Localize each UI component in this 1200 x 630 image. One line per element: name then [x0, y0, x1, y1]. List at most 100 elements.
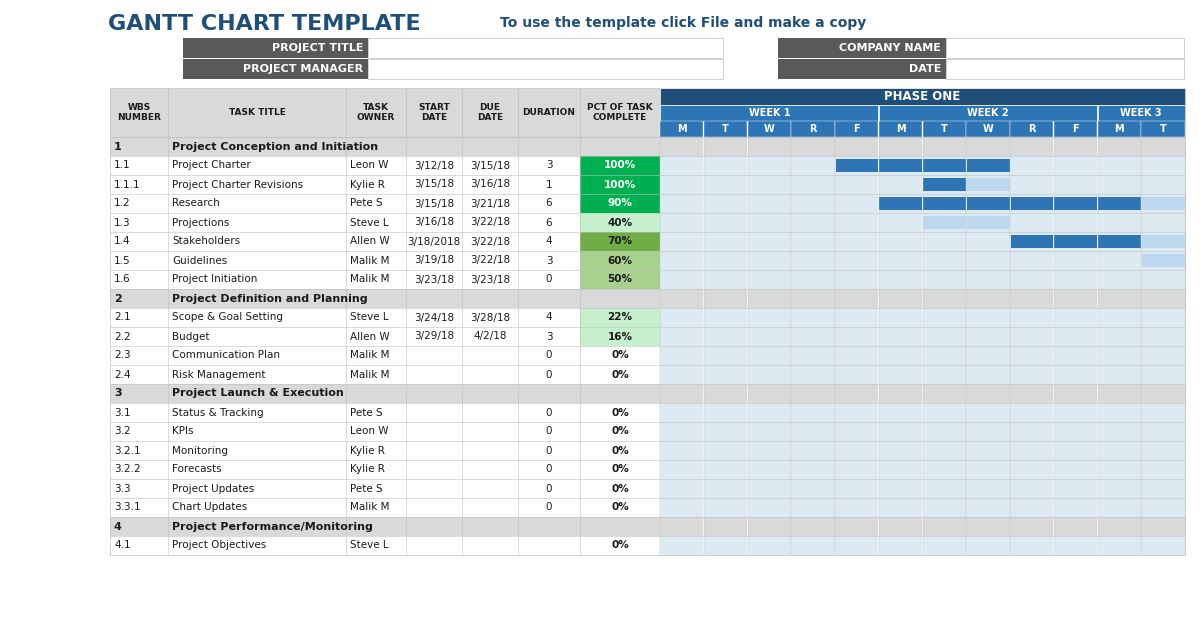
FancyBboxPatch shape — [966, 156, 1009, 175]
Text: 1.3: 1.3 — [114, 217, 131, 227]
Text: Project Charter Revisions: Project Charter Revisions — [172, 180, 304, 190]
Text: WEEK 2: WEEK 2 — [967, 108, 1009, 118]
FancyBboxPatch shape — [703, 308, 748, 327]
FancyBboxPatch shape — [1010, 517, 1054, 536]
FancyBboxPatch shape — [1010, 213, 1054, 232]
Text: WEEK 3: WEEK 3 — [1121, 108, 1162, 118]
Text: 0%: 0% — [611, 445, 629, 455]
Text: 60%: 60% — [607, 256, 632, 265]
FancyBboxPatch shape — [748, 289, 791, 308]
FancyBboxPatch shape — [878, 121, 923, 137]
FancyBboxPatch shape — [1141, 536, 1184, 555]
FancyBboxPatch shape — [835, 384, 878, 403]
FancyBboxPatch shape — [878, 479, 923, 498]
Text: Steve L: Steve L — [350, 217, 389, 227]
FancyBboxPatch shape — [1010, 479, 1054, 498]
FancyBboxPatch shape — [878, 175, 923, 194]
FancyBboxPatch shape — [966, 403, 1009, 422]
FancyBboxPatch shape — [703, 270, 748, 289]
Text: 90%: 90% — [607, 198, 632, 209]
FancyBboxPatch shape — [791, 498, 835, 517]
Text: 0%: 0% — [611, 464, 629, 474]
FancyBboxPatch shape — [1141, 346, 1184, 365]
Text: 3/23/18: 3/23/18 — [470, 275, 510, 285]
Text: 2: 2 — [114, 294, 121, 304]
FancyBboxPatch shape — [835, 479, 878, 498]
Text: KPIs: KPIs — [172, 427, 193, 437]
FancyBboxPatch shape — [1010, 308, 1054, 327]
FancyBboxPatch shape — [1054, 270, 1097, 289]
FancyBboxPatch shape — [703, 517, 748, 536]
FancyBboxPatch shape — [703, 251, 748, 270]
FancyBboxPatch shape — [110, 194, 660, 213]
FancyBboxPatch shape — [1141, 121, 1184, 137]
FancyBboxPatch shape — [835, 159, 878, 172]
FancyBboxPatch shape — [1141, 289, 1184, 308]
FancyBboxPatch shape — [703, 422, 748, 441]
Text: 0%: 0% — [611, 427, 629, 437]
Text: 1.1.1: 1.1.1 — [114, 180, 140, 190]
Text: WEEK 1: WEEK 1 — [749, 108, 790, 118]
FancyBboxPatch shape — [791, 194, 835, 213]
FancyBboxPatch shape — [1010, 194, 1054, 213]
Text: 1.2: 1.2 — [114, 198, 131, 209]
FancyBboxPatch shape — [878, 346, 923, 365]
Text: T: T — [722, 124, 730, 134]
Text: 3.2: 3.2 — [114, 427, 131, 437]
FancyBboxPatch shape — [923, 156, 966, 175]
Text: 100%: 100% — [604, 161, 636, 171]
FancyBboxPatch shape — [703, 460, 748, 479]
FancyBboxPatch shape — [878, 384, 923, 403]
Text: TASK TITLE: TASK TITLE — [228, 108, 286, 117]
Text: 0%: 0% — [611, 370, 629, 379]
FancyBboxPatch shape — [966, 498, 1009, 517]
FancyBboxPatch shape — [748, 232, 791, 251]
FancyBboxPatch shape — [1141, 270, 1184, 289]
FancyBboxPatch shape — [580, 232, 660, 251]
FancyBboxPatch shape — [1010, 384, 1054, 403]
FancyBboxPatch shape — [791, 137, 835, 156]
Text: Steve L: Steve L — [350, 312, 389, 323]
FancyBboxPatch shape — [1054, 289, 1097, 308]
FancyBboxPatch shape — [835, 460, 878, 479]
FancyBboxPatch shape — [1098, 270, 1141, 289]
Text: 4: 4 — [546, 312, 552, 323]
FancyBboxPatch shape — [748, 137, 791, 156]
FancyBboxPatch shape — [878, 498, 923, 517]
FancyBboxPatch shape — [878, 327, 923, 346]
FancyBboxPatch shape — [1141, 327, 1184, 346]
FancyBboxPatch shape — [1141, 498, 1184, 517]
FancyBboxPatch shape — [1141, 194, 1184, 213]
FancyBboxPatch shape — [660, 479, 703, 498]
FancyBboxPatch shape — [878, 517, 923, 536]
FancyBboxPatch shape — [1098, 365, 1141, 384]
Text: 16%: 16% — [607, 331, 632, 341]
Text: Pete S: Pete S — [350, 198, 383, 209]
FancyBboxPatch shape — [703, 403, 748, 422]
Text: 0%: 0% — [611, 541, 629, 551]
FancyBboxPatch shape — [1055, 235, 1097, 248]
FancyBboxPatch shape — [1141, 251, 1184, 270]
FancyBboxPatch shape — [946, 38, 1184, 58]
Text: 3: 3 — [546, 256, 552, 265]
FancyBboxPatch shape — [923, 137, 966, 156]
FancyBboxPatch shape — [923, 460, 966, 479]
Text: Malik M: Malik M — [350, 275, 390, 285]
Text: Status & Tracking: Status & Tracking — [172, 408, 264, 418]
FancyBboxPatch shape — [1141, 175, 1184, 194]
FancyBboxPatch shape — [110, 270, 660, 289]
Text: COMPANY NAME: COMPANY NAME — [839, 43, 941, 53]
Text: Monitoring: Monitoring — [172, 445, 228, 455]
FancyBboxPatch shape — [703, 194, 748, 213]
FancyBboxPatch shape — [1098, 536, 1141, 555]
FancyBboxPatch shape — [791, 479, 835, 498]
FancyBboxPatch shape — [1054, 121, 1097, 137]
Text: Projections: Projections — [172, 217, 229, 227]
Text: DURATION: DURATION — [522, 108, 576, 117]
FancyBboxPatch shape — [878, 422, 923, 441]
FancyBboxPatch shape — [748, 213, 791, 232]
FancyBboxPatch shape — [110, 346, 660, 365]
FancyBboxPatch shape — [703, 289, 748, 308]
FancyBboxPatch shape — [966, 251, 1009, 270]
FancyBboxPatch shape — [660, 346, 703, 365]
